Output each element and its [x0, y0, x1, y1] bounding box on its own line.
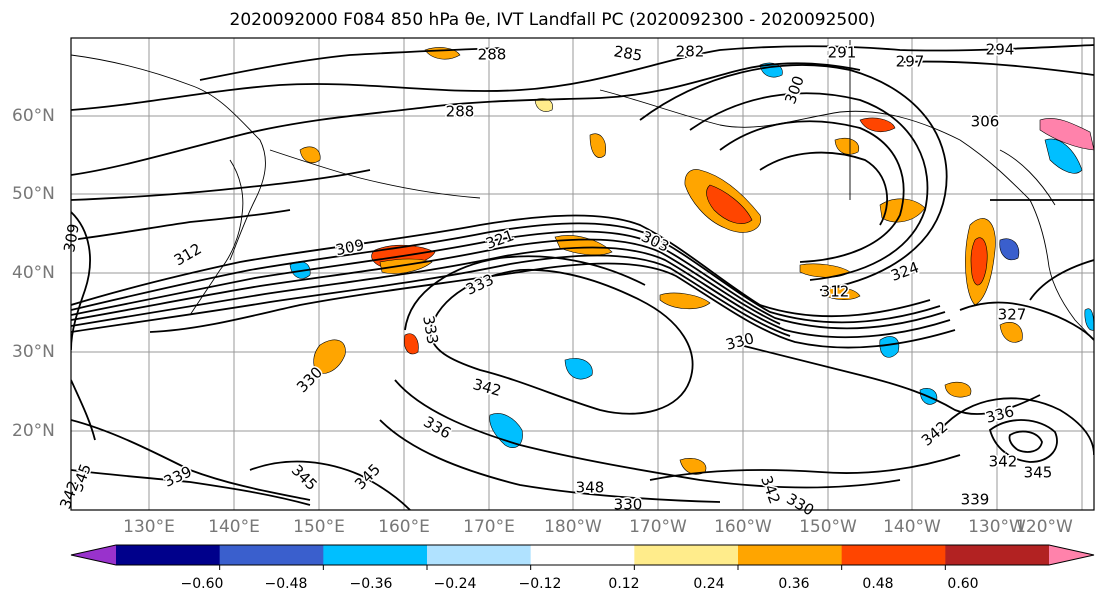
lon-label: 130°E [123, 517, 175, 537]
colorbar-segment [116, 545, 221, 565]
colorbar-tick-label: −0.12 [518, 576, 562, 592]
contour-label: 282 [676, 43, 705, 61]
lon-label: 150°W [799, 517, 857, 537]
lon-label: 140°E [208, 517, 260, 537]
contour-label: 342 [989, 453, 1018, 471]
colorbar-segment [841, 545, 946, 565]
coastlines [71, 40, 1094, 341]
ivt-shading [289, 47, 1094, 475]
theta-e-contours [71, 44, 1094, 510]
lat-label: 20°N [12, 421, 55, 441]
colorbar-tick-label: 0.12 [608, 576, 640, 592]
lon-label: 130°W [968, 517, 1026, 537]
contour-label: 312 [821, 283, 850, 301]
lat-label: 50°N [12, 184, 55, 204]
colorbar-segment [219, 545, 324, 565]
colorbar-extend-min [71, 545, 116, 565]
colorbar-segment [323, 545, 428, 565]
lon-label: 180°W [544, 517, 602, 537]
colorbar-tick-label: −0.48 [264, 576, 308, 592]
colorbar-segment [945, 545, 1050, 565]
lon-label: 170°E [463, 517, 515, 537]
colorbar-segment [738, 545, 843, 565]
contour-label: 306 [971, 113, 1000, 131]
colorbar [70, 544, 1095, 570]
colorbar-tick-label: 0.48 [862, 576, 894, 592]
colorbar-segment [634, 545, 739, 565]
contour-label: 294 [986, 41, 1015, 59]
lat-label: 30°N [12, 342, 55, 362]
colorbar-tick-label: −0.60 [180, 576, 224, 592]
contour-label: 342 [471, 375, 503, 400]
colorbar-tick-label: −0.24 [433, 576, 477, 592]
contour-label: 288 [446, 103, 475, 121]
contour-label: 288 [478, 46, 507, 64]
contour-label: 348 [576, 479, 605, 497]
colorbar-tick-label: 0.60 [947, 576, 979, 592]
colorbar-outline [70, 544, 1095, 566]
map-title: 2020092000 F084 850 hPa θe, IVT Landfall… [229, 10, 876, 30]
lat-label: 60°N [12, 106, 55, 126]
colorbar-extend-max [1049, 545, 1094, 565]
contour-label: 345 [1024, 464, 1053, 482]
lon-label: 160°W [714, 517, 772, 537]
lon-label: 160°E [378, 517, 430, 537]
colorbar-tick-label: 0.24 [693, 576, 725, 592]
colorbar-segment [427, 545, 532, 565]
lon-label: 150°E [293, 517, 345, 537]
contour-label: 330 [614, 496, 643, 514]
colorbar-tick-label: −0.36 [349, 576, 393, 592]
lon-label: 140°W [883, 517, 941, 537]
contour-label: 327 [998, 306, 1027, 324]
lon-label: 120°W [1015, 517, 1073, 537]
contour-label: 339 [961, 491, 990, 509]
colorbar-segment [530, 545, 635, 565]
contour-label: 297 [896, 53, 925, 71]
contour-label: 291 [828, 44, 857, 62]
lat-label: 40°N [12, 263, 55, 283]
lon-label: 170°W [629, 517, 687, 537]
colorbar-tick-label: 0.36 [778, 576, 810, 592]
